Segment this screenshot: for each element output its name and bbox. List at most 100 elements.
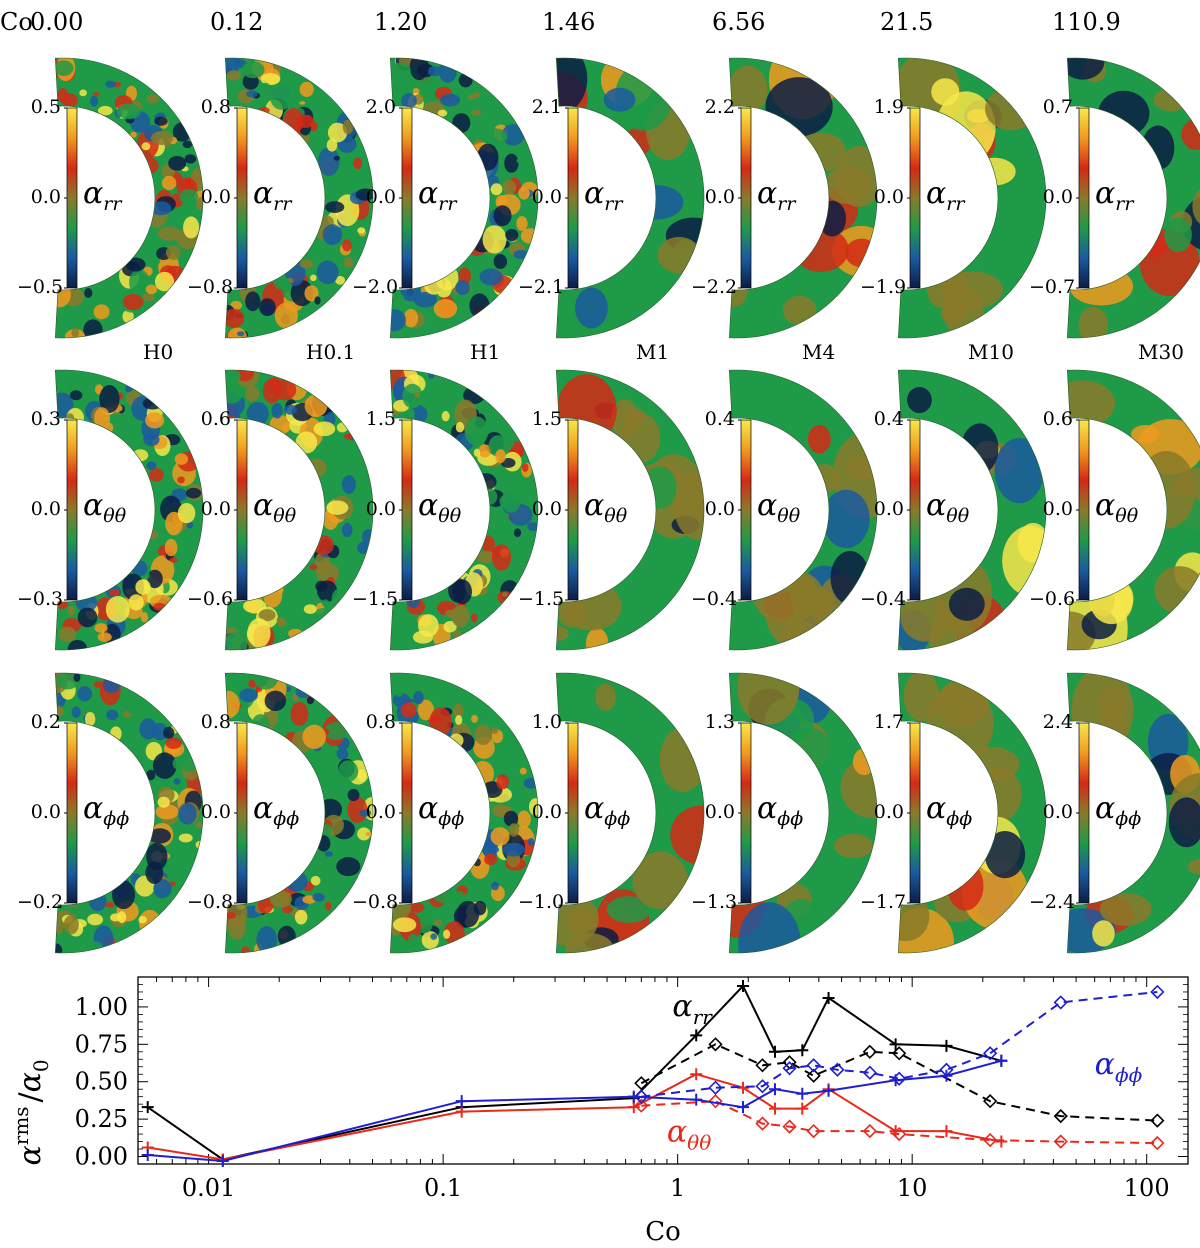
contour-blob (948, 587, 985, 621)
series-marker-plus (940, 1069, 953, 1082)
series-annotation: αθθ (667, 1115, 711, 1155)
contour-blob (556, 374, 617, 446)
contour-blob (341, 475, 356, 494)
component-symbol: αrr (584, 176, 622, 215)
series-marker-diamond (708, 1080, 723, 1095)
component-symbol-subscript: θθ (604, 505, 628, 527)
contour-blob (112, 880, 136, 910)
contour-blob (257, 106, 270, 115)
contour-blob (357, 769, 367, 782)
contour-blob (323, 439, 348, 469)
contour-blob (122, 573, 144, 601)
contour-blob (55, 943, 63, 954)
colorbar-zero-label: 0.0 (704, 498, 735, 520)
contour-blob (154, 271, 175, 292)
contour-blob (501, 489, 521, 513)
contour-blob (55, 924, 64, 935)
contour-blob (61, 93, 79, 108)
colorbar-min-label: −0.8 (187, 276, 234, 298)
series-marker-plus (141, 1141, 154, 1154)
contour-blob (438, 701, 446, 709)
series-marker-plus (216, 1155, 229, 1168)
contour-blob (164, 538, 178, 557)
contour-blob (357, 541, 370, 554)
component-symbol: αϕϕ (584, 791, 630, 830)
contour-blob (473, 448, 481, 457)
wedge-outline (1066, 369, 1200, 651)
component-symbol: αrr (418, 176, 456, 215)
contour-blob (409, 57, 429, 81)
contour-blob (146, 569, 163, 589)
contour-blob (1137, 451, 1196, 529)
co-value: 0.12 (210, 8, 264, 36)
colorbar-zero-label: 0.0 (200, 186, 231, 208)
contour-blob (263, 581, 283, 608)
colorbar-max-label: 0.5 (30, 96, 61, 118)
y-tick-label: 0.00 (75, 1143, 128, 1171)
contour-blob (109, 589, 120, 597)
contour-blob (929, 611, 974, 651)
contour-blob (288, 628, 303, 639)
contour-blob (401, 93, 417, 109)
contour-blob (469, 293, 490, 319)
contour-blob (503, 810, 519, 827)
contour-blob (186, 521, 194, 529)
contour-blob (174, 453, 189, 465)
contour-blob (105, 901, 115, 908)
contour-blob (165, 737, 182, 749)
colorbar (401, 419, 413, 601)
contour-blob (247, 618, 271, 648)
contour-blob (225, 57, 241, 75)
contour-blob (495, 467, 503, 477)
contour-blob (322, 824, 333, 836)
contour-blob (336, 748, 349, 760)
contour-map (224, 57, 374, 339)
wedge-outline (555, 57, 705, 339)
y-tick-label: 1.00 (75, 993, 128, 1021)
contour-blob (423, 274, 444, 295)
colorbar-max-label: 0.8 (200, 96, 231, 118)
contour-blob (673, 471, 705, 540)
series-marker-diamond (634, 1076, 649, 1091)
contour-blob (340, 156, 356, 169)
series-marker-diamond (755, 1079, 770, 1094)
colorbar (740, 107, 752, 289)
contour-blob (1181, 119, 1200, 151)
contour-blob (258, 609, 276, 622)
colorbar-zero-label: 0.0 (200, 801, 231, 823)
contour-blob (157, 796, 170, 808)
x-tick-label: 1 (670, 1174, 685, 1202)
contour-blob (528, 798, 539, 816)
co-value: 1.20 (374, 8, 428, 36)
contour-blob (1153, 88, 1191, 112)
contour-blob (56, 672, 80, 690)
contour-blob (517, 810, 531, 829)
contour-blob (961, 423, 999, 474)
contour-blob (69, 390, 83, 401)
series-line (147, 1073, 1002, 1161)
contour-blob (155, 804, 179, 820)
contour-wedge (556, 370, 705, 650)
series-marker-plus (216, 1153, 229, 1166)
contour-blob (632, 851, 688, 910)
contour-blob (94, 407, 111, 430)
contour-blob (178, 802, 197, 825)
contour-blob (332, 849, 340, 856)
contour-blob (316, 835, 331, 852)
co-value: 0.00 (30, 8, 84, 36)
component-symbol-alpha: α (1095, 176, 1116, 211)
contour-map (897, 369, 1047, 651)
contour-blob (180, 750, 199, 772)
contour-map (728, 57, 878, 339)
contour-blob (99, 385, 120, 414)
colorbar-min-label: −2.4 (1029, 891, 1076, 913)
contour-blob (427, 66, 442, 77)
contour-blob (260, 72, 281, 85)
contour-blob (322, 224, 343, 246)
component-symbol-subscript: θθ (1115, 505, 1139, 527)
contour-blob (476, 550, 496, 564)
contour-blob (322, 599, 330, 608)
contour-blob (97, 632, 112, 642)
contour-blob (603, 87, 636, 112)
series-marker-plus (737, 979, 750, 992)
